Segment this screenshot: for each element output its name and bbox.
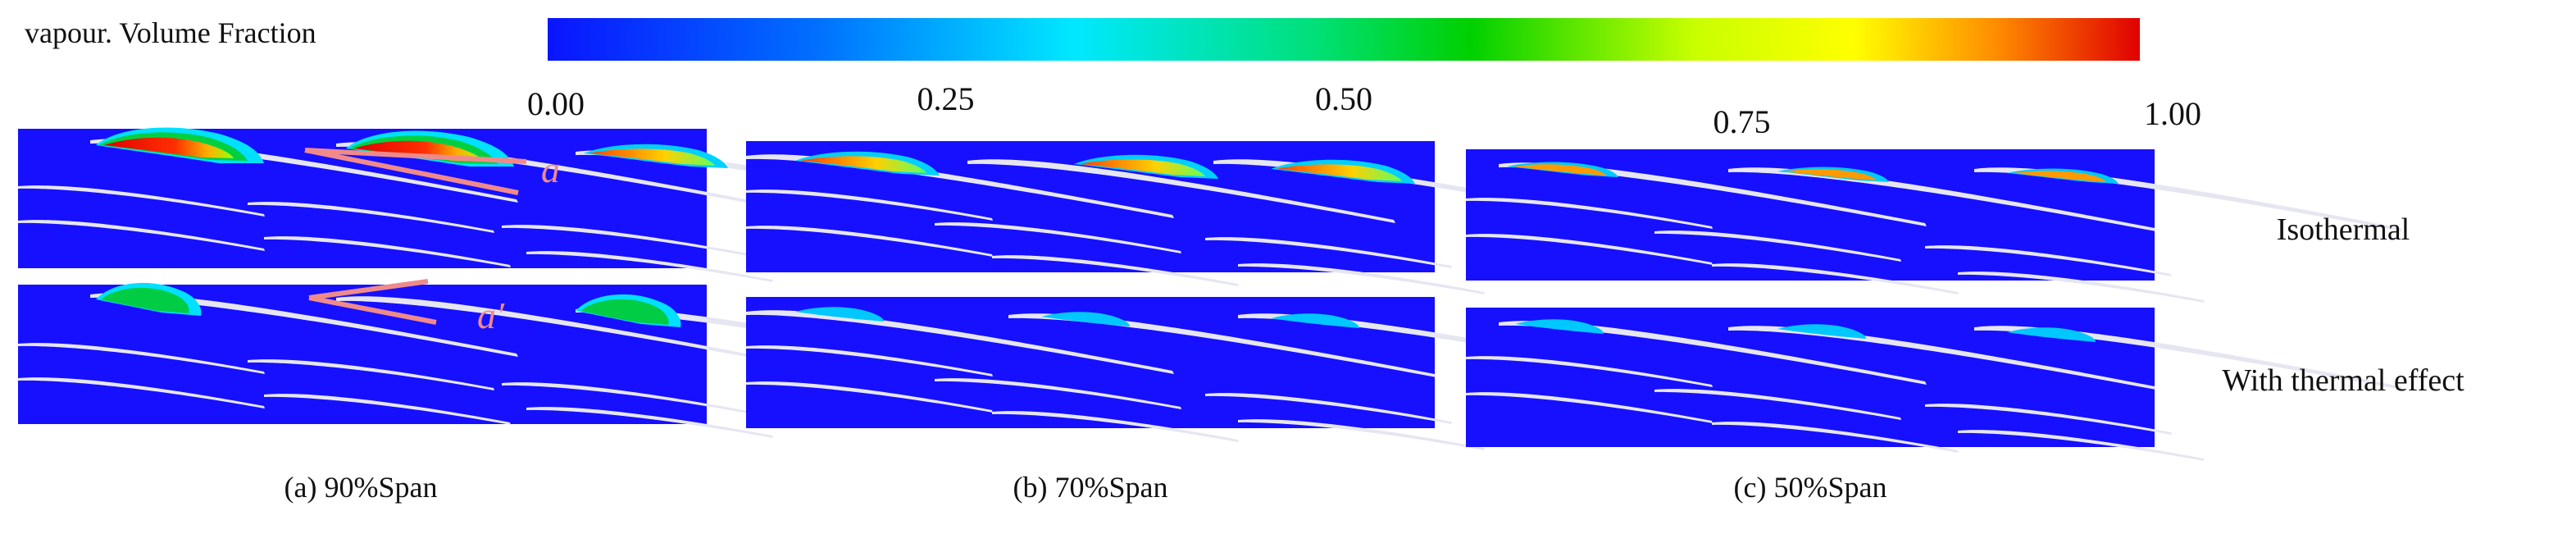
row-label-thermal: With thermal effect bbox=[2222, 363, 2464, 398]
colorbar-tick-label: 0.00 bbox=[527, 85, 585, 122]
caption-50-span: (c) 50%Span bbox=[1734, 471, 1887, 504]
panel-c-thermal bbox=[1466, 308, 2402, 461]
panel-b-thermal bbox=[746, 297, 1666, 450]
colorbar-tick-label: 0.75 bbox=[1714, 103, 1771, 140]
panel-a-thermal bbox=[18, 279, 1004, 438]
colorbar bbox=[548, 18, 2140, 61]
colorbar-title: vapour. Volume Fraction bbox=[25, 16, 316, 49]
caption-70-span: (b) 70%Span bbox=[1013, 471, 1168, 504]
caption-90-span: (a) 90%Span bbox=[284, 471, 438, 504]
panel-a-isothermal bbox=[18, 127, 1004, 282]
row-label-isothermal: Isothermal bbox=[2277, 212, 2410, 247]
annotation-a: a bbox=[541, 148, 560, 190]
contour-panels bbox=[18, 127, 2402, 461]
colorbar-tick-label: 0.25 bbox=[917, 80, 975, 117]
colorbar-tick-label: 0.50 bbox=[1315, 80, 1372, 117]
colorbar-ticks: 0.00 0.25 0.50 0.75 1.00 bbox=[527, 80, 2201, 140]
panel-b-isothermal bbox=[746, 141, 1641, 294]
annotation-a-prime: a′ bbox=[477, 294, 505, 336]
colorbar-tick-label: 1.00 bbox=[2144, 95, 2201, 132]
panel-c-isothermal bbox=[1466, 149, 2402, 303]
